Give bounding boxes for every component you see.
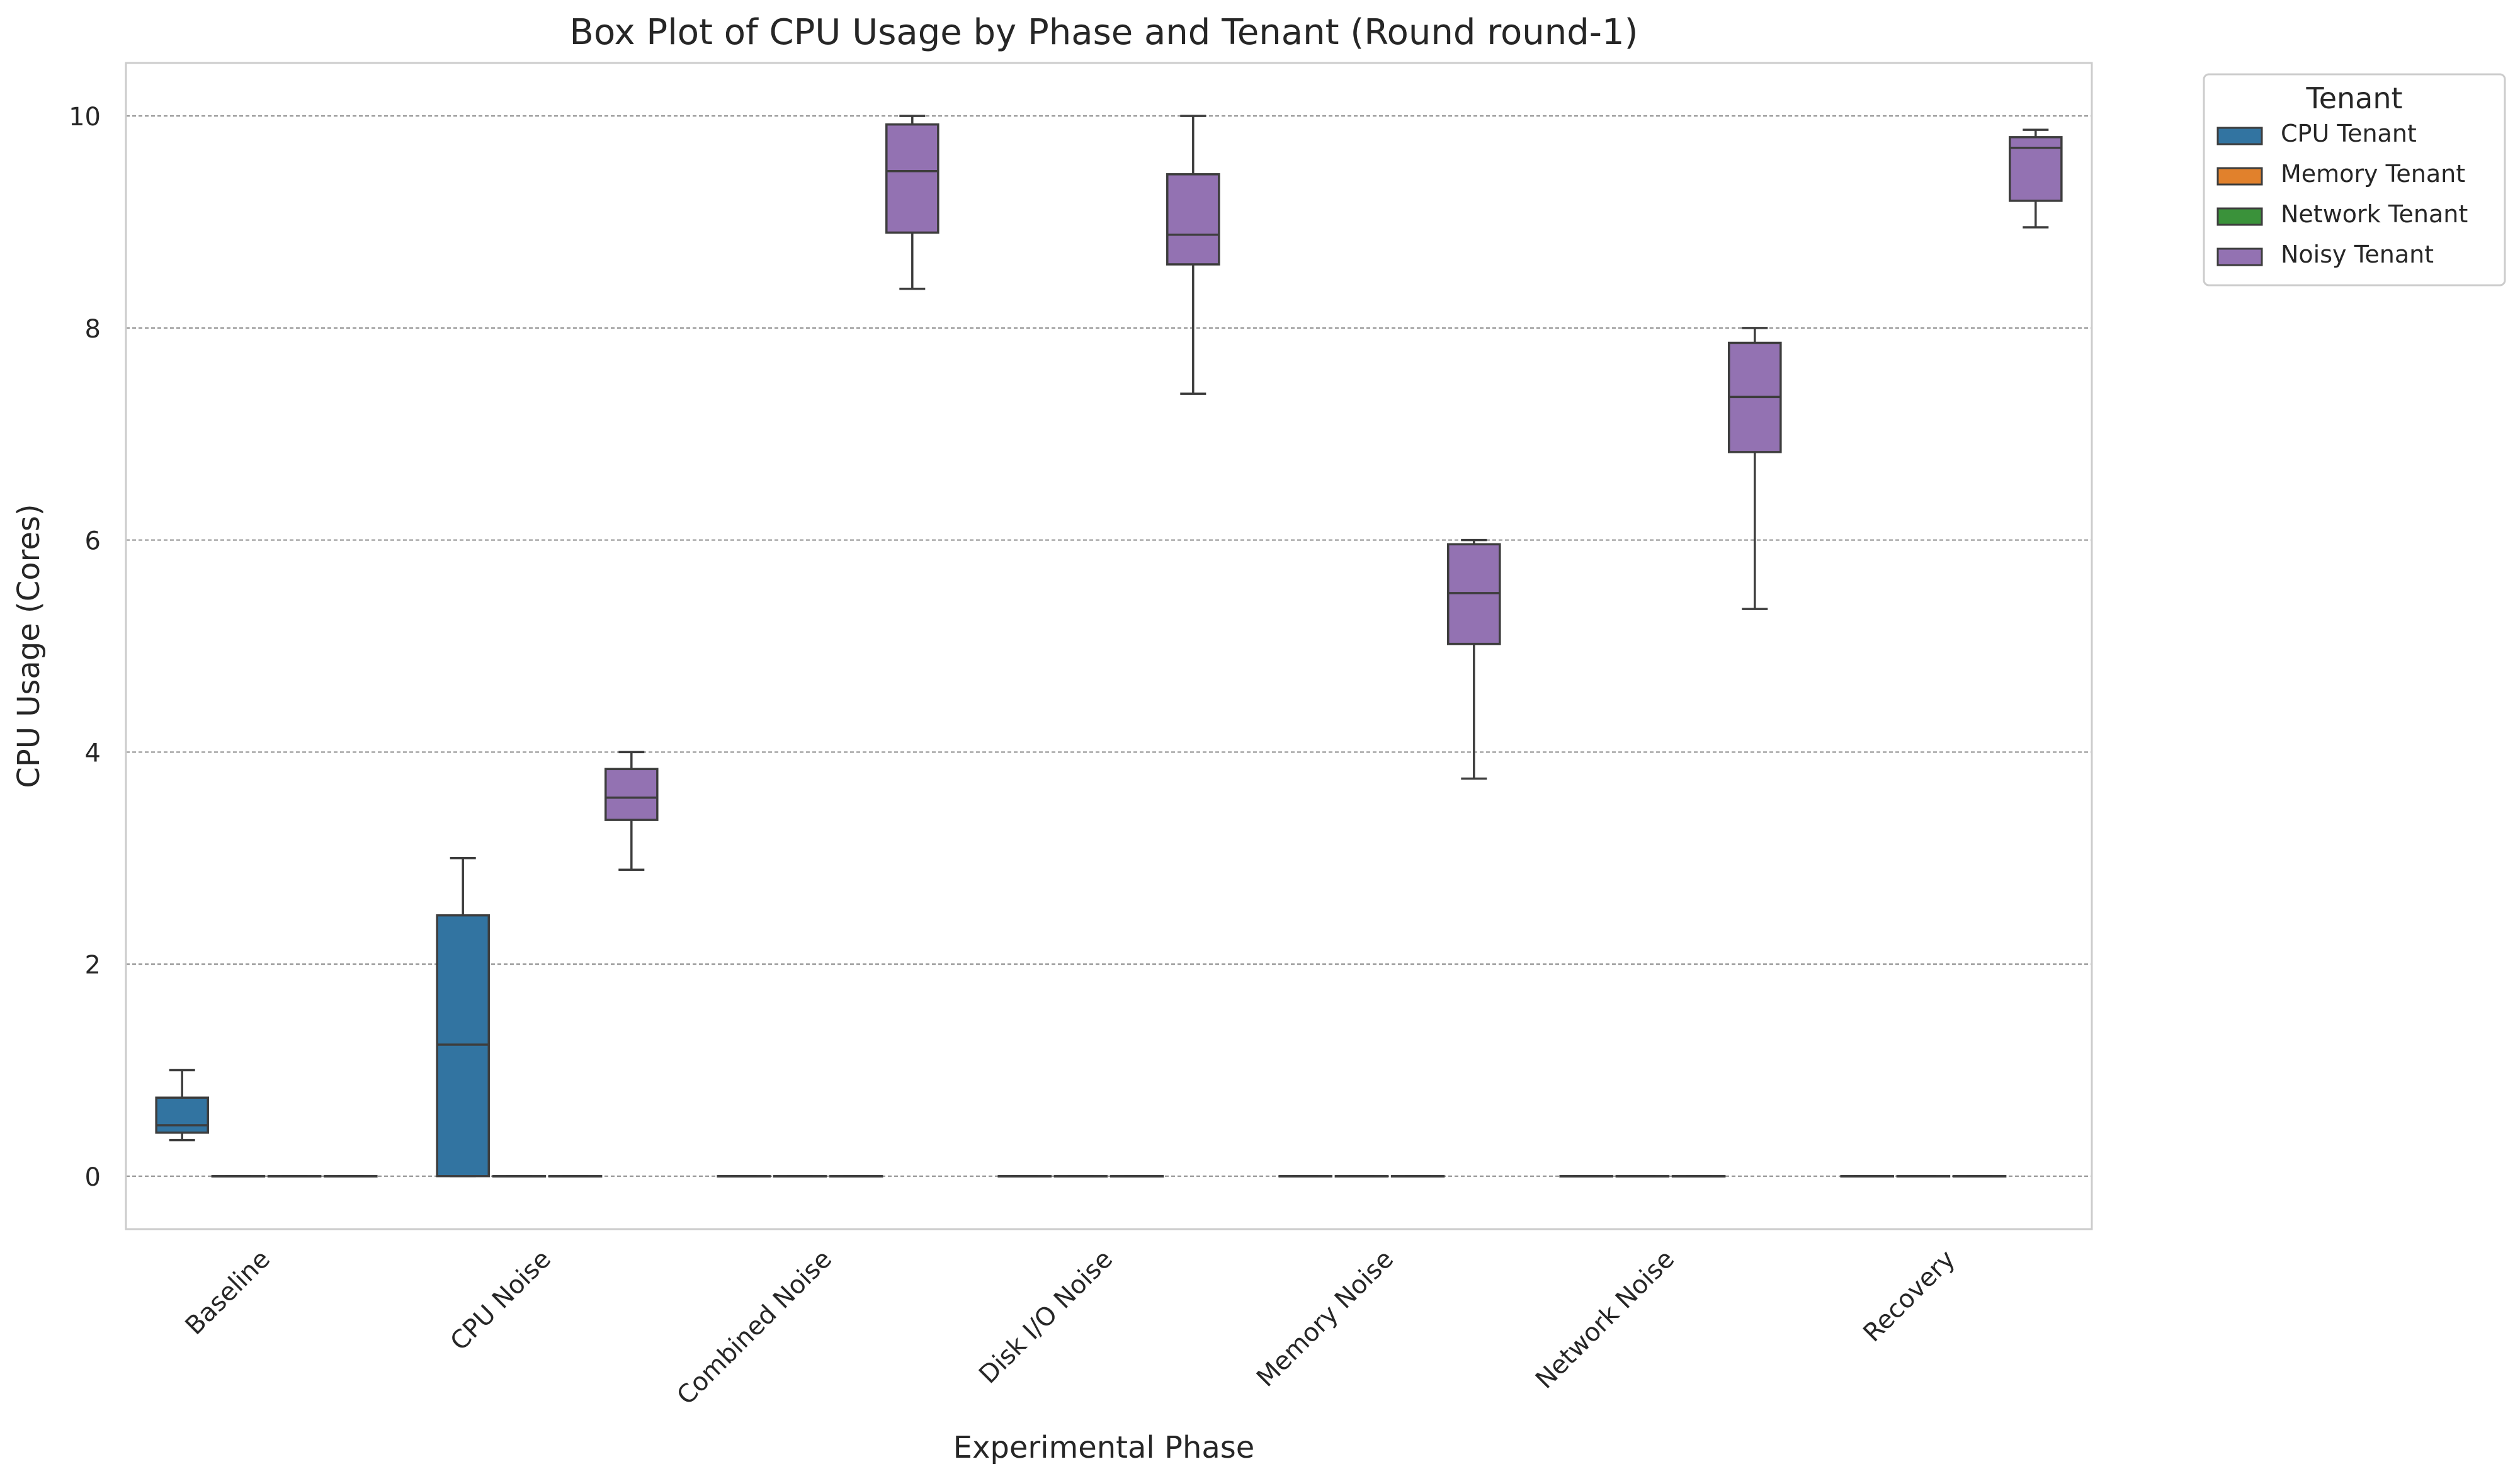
legend-items: CPU Tenant Memory Tenant Network Tenant Noi…: [2216, 120, 2468, 268]
box-noisy-tenant: [885, 115, 939, 290]
box-noisy-tenant: [324, 1175, 378, 1178]
box-cpu-tenant: [155, 1069, 209, 1142]
legend-swatch: [2216, 167, 2263, 186]
legend-item: Network Tenant: [2216, 200, 2468, 228]
box-iqr: [604, 768, 659, 821]
box-cpu-tenant: [1278, 1175, 1332, 1178]
y-axis-ticks: 0 2 4 6 8 10: [69, 103, 101, 1192]
chart-title: Box Plot of CPU Usage by Phase and Tenan…: [570, 12, 1638, 53]
box-network-tenant: [1390, 1175, 1445, 1178]
box-network-tenant: [1952, 1175, 2007, 1178]
box-network-tenant: [1671, 1175, 1726, 1178]
box-iqr: [1166, 173, 1220, 266]
box-cpu-tenant: [1840, 1175, 1894, 1178]
y-tick-label: 2: [85, 951, 101, 980]
legend-label: CPU Tenant: [2281, 120, 2417, 147]
legend-swatch: [2216, 207, 2263, 226]
y-axis-label: CPU Usage (Cores): [11, 504, 47, 788]
box-noisy-tenant: [1728, 327, 1782, 610]
legend-title: Tenant: [2305, 81, 2402, 115]
box-noisy-tenant: [604, 751, 659, 871]
plot-area: [125, 62, 2093, 1230]
legend-swatch: [2216, 247, 2263, 266]
box-memory-tenant: [211, 1175, 266, 1178]
legend-item: Memory Tenant: [2216, 160, 2465, 188]
plot-frame: [125, 62, 2093, 1230]
legend-frame: [2203, 73, 2506, 287]
box-cpu-tenant: [717, 1175, 771, 1178]
legend: Tenant CPU Tenant Memory Tenant Network Te…: [2203, 73, 2506, 287]
box-memory-tenant: [1334, 1175, 1389, 1178]
box-memory-tenant: [773, 1175, 827, 1178]
box-memory-tenant: [1615, 1175, 1670, 1178]
box-noisy-tenant: [2009, 128, 2063, 229]
legend-label: Network Tenant: [2281, 200, 2468, 228]
box-network-tenant: [267, 1175, 322, 1178]
box-memory-tenant: [492, 1175, 547, 1178]
legend-label: Memory Tenant: [2281, 160, 2465, 188]
box-memory-tenant: [1896, 1175, 1951, 1178]
box-noisy-tenant: [1166, 115, 1220, 395]
y-tick-label: 0: [85, 1163, 101, 1192]
boxes: [155, 115, 2063, 1178]
y-tick-label: 6: [85, 527, 101, 556]
box-network-tenant: [829, 1175, 883, 1178]
box-cpu-tenant: [997, 1175, 1052, 1178]
box-network-tenant: [1110, 1175, 1164, 1178]
legend-label: Noisy Tenant: [2281, 241, 2434, 268]
y-tick-label: 10: [69, 103, 101, 132]
box-network-tenant: [548, 1175, 603, 1178]
box-iqr: [885, 123, 939, 234]
x-axis-label: Experimental Phase: [953, 1430, 1255, 1465]
box-cpu-tenant: [1559, 1175, 1613, 1178]
y-tick-label: 8: [85, 315, 101, 344]
box-memory-tenant: [1053, 1175, 1108, 1178]
legend-item: Noisy Tenant: [2216, 241, 2434, 268]
y-tick-label: 4: [85, 739, 101, 768]
legend-item: CPU Tenant: [2216, 120, 2417, 147]
legend-swatch: [2216, 127, 2263, 145]
box-iqr: [155, 1096, 209, 1134]
box-cpu-tenant: [436, 856, 490, 1177]
box-noisy-tenant: [1447, 538, 1501, 780]
